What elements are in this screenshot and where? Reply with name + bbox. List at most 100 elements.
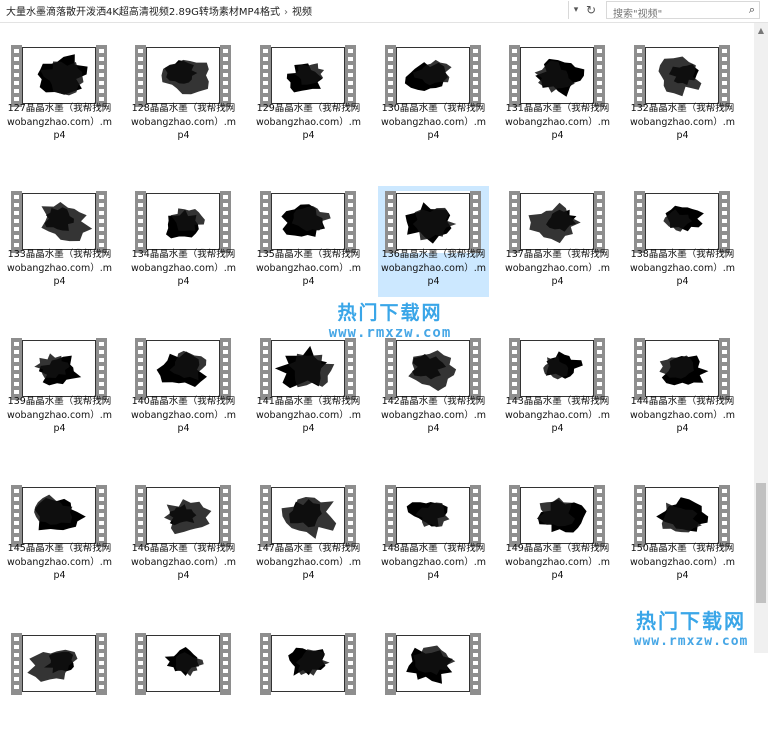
- file-item[interactable]: 143晶晶水墨（我帮找网wobangzhao.com）.mp4: [502, 333, 613, 444]
- filmstrip-edge: [385, 633, 396, 695]
- ink-blot-shape: [543, 355, 569, 380]
- file-item[interactable]: 150晶晶水墨（我帮找网wobangzhao.com）.mp4: [627, 480, 738, 591]
- file-item[interactable]: [378, 628, 489, 739]
- filmstrip-edge: [260, 633, 271, 695]
- filmstrip-edge: [634, 485, 645, 547]
- file-item[interactable]: 133晶晶水墨（我帮找网wobangzhao.com）.mp4: [4, 186, 115, 297]
- video-preview: [271, 340, 345, 397]
- file-item[interactable]: [128, 628, 239, 739]
- file-name: 145晶晶水墨（我帮找网wobangzhao.com）.mp4: [6, 543, 113, 581]
- filmstrip-edge: [220, 633, 231, 695]
- file-item[interactable]: 141晶晶水墨（我帮找网wobangzhao.com）.mp4: [253, 333, 364, 444]
- video-preview: [22, 47, 96, 104]
- video-preview: [271, 487, 345, 544]
- file-item[interactable]: 145晶晶水墨（我帮找网wobangzhao.com）.mp4: [4, 480, 115, 591]
- filmstrip-edge: [594, 191, 605, 253]
- ink-blot-shape: [281, 497, 337, 539]
- file-item[interactable]: 128晶晶水墨（我帮找网wobangzhao.com）.mp4: [128, 40, 239, 151]
- search-input[interactable]: [607, 6, 739, 23]
- filmstrip-edge: [385, 338, 396, 400]
- scrollbar-thumb[interactable]: [756, 483, 766, 603]
- ink-blot-shape: [408, 350, 457, 391]
- file-name: 150晶晶水墨（我帮找网wobangzhao.com）.mp4: [629, 543, 736, 581]
- ink-blot-preview: [536, 497, 587, 533]
- video-file-icon: [385, 338, 481, 400]
- video-file-icon: [260, 191, 356, 253]
- file-item[interactable]: 134晶晶水墨（我帮找网wobangzhao.com）.mp4: [128, 186, 239, 297]
- watermark-cn: 热门下载网: [337, 302, 443, 324]
- ink-blot-shape: [659, 355, 694, 379]
- filmstrip-edge: [260, 45, 271, 107]
- search-icon[interactable]: ⌕: [748, 3, 755, 16]
- filmstrip-edge: [470, 633, 481, 695]
- file-name: 133晶晶水墨（我帮找网wobangzhao.com）.mp4: [6, 249, 113, 287]
- file-item[interactable]: 127晶晶水墨（我帮找网wobangzhao.com）.mp4: [4, 40, 115, 151]
- file-item[interactable]: 129晶晶水墨（我帮找网wobangzhao.com）.mp4: [253, 40, 364, 151]
- file-name: 146晶晶水墨（我帮找网wobangzhao.com）.mp4: [130, 543, 237, 581]
- file-name: 131晶晶水墨（我帮找网wobangzhao.com）.mp4: [504, 103, 611, 141]
- file-item[interactable]: 131晶晶水墨（我帮找网wobangzhao.com）.mp4: [502, 40, 613, 151]
- video-preview: [645, 340, 719, 397]
- ink-blot-preview: [34, 494, 86, 531]
- file-item[interactable]: 139晶晶水墨（我帮找网wobangzhao.com）.mp4: [4, 333, 115, 444]
- ink-blot-preview: [656, 497, 709, 533]
- breadcrumb[interactable]: 大量水墨滴落散开泼洒4K超高清视频2.89G转场素材MP4格式 › 视频: [6, 3, 312, 18]
- breadcrumb-current[interactable]: 视频: [291, 7, 312, 18]
- ink-blot-shape: [291, 206, 331, 232]
- file-name: 132晶晶水墨（我帮找网wobangzhao.com）.mp4: [629, 103, 736, 141]
- watermark-cn: 热门下载网: [636, 609, 746, 633]
- ink-blot-shape: [663, 209, 693, 232]
- file-item[interactable]: [4, 628, 115, 739]
- file-item[interactable]: 148晶晶水墨（我帮找网wobangzhao.com）.mp4: [378, 480, 489, 591]
- address-bar[interactable]: 大量水墨滴落散开泼洒4K超高清视频2.89G转场素材MP4格式›视频 ▾ ↻ ⌕: [0, 0, 768, 23]
- filmstrip-edge: [509, 191, 520, 253]
- filmstrip-edge: [345, 191, 356, 253]
- file-name: 144晶晶水墨（我帮找网wobangzhao.com）.mp4: [629, 396, 736, 434]
- filmstrip-edge: [719, 485, 730, 547]
- file-item[interactable]: 140晶晶水墨（我帮找网wobangzhao.com）.mp4: [128, 333, 239, 444]
- file-item[interactable]: 138晶晶水墨（我帮找网wobangzhao.com）.mp4: [627, 186, 738, 297]
- file-item[interactable]: 146晶晶水墨（我帮找网wobangzhao.com）.mp4: [128, 480, 239, 591]
- filmstrip-edge: [594, 45, 605, 107]
- file-item[interactable]: 149晶晶水墨（我帮找网wobangzhao.com）.mp4: [502, 480, 613, 591]
- file-item[interactable]: 142晶晶水墨（我帮找网wobangzhao.com）.mp4: [378, 333, 489, 444]
- filmstrip-edge: [11, 485, 22, 547]
- video-file-icon: [11, 485, 107, 547]
- file-item[interactable]: 137晶晶水墨（我帮找网wobangzhao.com）.mp4: [502, 186, 613, 297]
- file-item[interactable]: [253, 628, 364, 739]
- ink-blot-preview: [164, 647, 204, 677]
- video-file-icon: [634, 338, 730, 400]
- filmstrip-edge: [634, 338, 645, 400]
- vertical-scrollbar[interactable]: ▲: [754, 23, 768, 653]
- file-item[interactable]: 132晶晶水墨（我帮找网wobangzhao.com）.mp4: [627, 40, 738, 151]
- ink-blot-shape: [415, 502, 450, 528]
- file-item[interactable]: 144晶晶水墨（我帮找网wobangzhao.com）.mp4: [627, 333, 738, 444]
- filmstrip-edge: [96, 633, 107, 695]
- filmstrip-edge: [634, 45, 645, 107]
- video-file-icon: [135, 45, 231, 107]
- search-box[interactable]: ⌕: [606, 1, 760, 23]
- scroll-up-arrow[interactable]: ▲: [757, 26, 765, 35]
- video-file-icon: [135, 338, 231, 400]
- file-item[interactable]: 130晶晶水墨（我帮找网wobangzhao.com）.mp4: [378, 40, 489, 151]
- filmstrip-edge: [96, 191, 107, 253]
- video-file-icon: [260, 633, 356, 695]
- ink-blot-preview: [659, 355, 709, 386]
- video-preview: [271, 47, 345, 104]
- ink-blot-preview: [406, 502, 450, 528]
- file-item[interactable]: 136晶晶水墨（我帮找网wobangzhao.com）.mp4: [378, 186, 489, 297]
- filmstrip-edge: [470, 45, 481, 107]
- file-item[interactable]: 147晶晶水墨（我帮找网wobangzhao.com）.mp4: [253, 480, 364, 591]
- file-item[interactable]: 135晶晶水墨（我帮找网wobangzhao.com）.mp4: [253, 186, 364, 297]
- ink-blot-shape: [164, 499, 212, 535]
- refresh-icon[interactable]: ↻: [585, 3, 597, 17]
- ink-blot-preview: [534, 58, 585, 97]
- video-file-icon: [260, 485, 356, 547]
- file-name: 129晶晶水墨（我帮找网wobangzhao.com）.mp4: [255, 103, 362, 141]
- filmstrip-edge: [594, 338, 605, 400]
- filmstrip-edge: [509, 485, 520, 547]
- breadcrumb-folder[interactable]: 大量水墨滴落散开泼洒4K超高清视频2.89G转场素材MP4格式: [6, 7, 280, 18]
- ink-blot-preview: [166, 208, 205, 239]
- video-file-icon: [634, 191, 730, 253]
- chevron-down-icon[interactable]: ▾: [568, 1, 583, 19]
